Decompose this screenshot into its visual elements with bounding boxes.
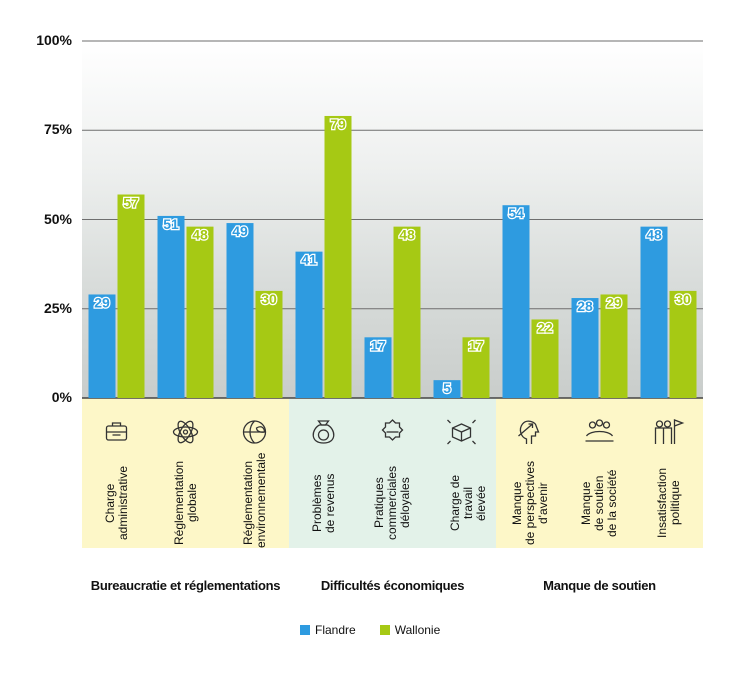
data-label-wallonie-1: 48	[192, 227, 208, 243]
data-label-wallonie-6: 22	[537, 319, 553, 335]
group-band-2	[496, 398, 703, 548]
head-arrow-icon	[518, 420, 540, 444]
category-label: Manque de perspectives d'avenir	[510, 460, 550, 546]
money-bag-icon	[312, 420, 335, 444]
bar-wallonie-5	[462, 337, 490, 398]
y-tick-label: 75%	[43, 121, 72, 138]
bar-wallonie-3	[324, 115, 352, 398]
legend: Flandre Wallonie	[300, 623, 440, 637]
legend-item-flandre: Flandre	[300, 623, 356, 637]
data-label-wallonie-5: 17	[468, 337, 484, 353]
data-label-wallonie-0: 57	[123, 195, 139, 211]
category-label: Charge administrative	[102, 465, 130, 541]
data-label-flandre-6: 54	[508, 205, 524, 221]
legend-swatch-wallonie	[379, 625, 390, 635]
data-label-flandre-0: 29	[94, 294, 110, 310]
category-label: Problèmes de revenus	[309, 473, 337, 533]
group-band-1	[289, 398, 496, 548]
legend-label-flandre: Flandre	[315, 623, 356, 637]
y-tick-label: 100%	[36, 32, 72, 48]
group-label: Manque de soutien	[543, 578, 656, 593]
bar-flandre-3	[295, 251, 323, 398]
bar-wallonie-6	[531, 319, 559, 398]
category-label: Manque de soutien de la société	[579, 469, 619, 537]
group-label: Difficultés économiques	[320, 578, 465, 593]
bar-flandre-6	[502, 205, 530, 398]
briefcase-icon	[105, 422, 128, 441]
data-label-flandre-1: 51	[163, 216, 179, 232]
atom-icon	[172, 420, 199, 444]
bar-flandre-4	[364, 337, 392, 398]
bar-wallonie-2	[255, 290, 283, 398]
group-hands-icon	[585, 419, 614, 442]
bar-flandre-5	[433, 380, 461, 398]
data-label-flandre-2: 49	[232, 223, 248, 239]
category-label: Insatisfaction politique	[654, 467, 682, 539]
data-label-flandre-4: 17	[370, 337, 386, 353]
bar-flandre-8	[640, 226, 668, 398]
bar-wallonie-7	[600, 294, 628, 398]
data-label-flandre-5: 5	[443, 380, 451, 396]
category-label: Pratiques commerciales déloyales	[372, 466, 412, 541]
globe-leaf-icon	[242, 420, 267, 444]
data-label-wallonie-7: 29	[606, 294, 622, 310]
bar-wallonie-8	[669, 290, 697, 398]
y-tick-label: 0%	[51, 389, 72, 405]
data-label-wallonie-2: 30	[261, 291, 277, 307]
data-label-flandre-8: 48	[646, 227, 662, 243]
category-label: Charge de travail élevée	[447, 474, 488, 532]
data-label-wallonie-8: 30	[675, 291, 691, 307]
bar-flandre-1	[157, 215, 185, 398]
bar-flandre-0	[88, 294, 116, 398]
group-label: Bureaucratie et réglementations	[90, 578, 281, 593]
box-arrows-icon	[447, 419, 476, 445]
y-tick-label: 25%	[43, 299, 72, 316]
bar-wallonie-4	[393, 226, 421, 398]
bar-flandre-7	[571, 298, 599, 398]
people-flag-icon	[654, 419, 685, 444]
bar-wallonie-0	[117, 194, 145, 398]
data-label-wallonie-3: 79	[330, 116, 346, 132]
category-label: Réglementation globale	[171, 460, 199, 546]
bar-flandre-2	[226, 223, 254, 398]
category-label: Réglementation environnementale	[240, 452, 268, 548]
legend-label-wallonie: Wallonie	[394, 623, 441, 637]
y-tick-label: 50%	[43, 210, 72, 227]
bar-wallonie-1	[186, 226, 214, 398]
badge-icon	[381, 419, 404, 441]
data-label-flandre-3: 41	[301, 252, 317, 268]
data-label-flandre-7: 28	[577, 298, 593, 314]
legend-swatch-flandre	[300, 625, 310, 635]
data-label-wallonie-4: 48	[399, 227, 415, 243]
legend-item-wallonie: Wallonie	[379, 623, 441, 637]
